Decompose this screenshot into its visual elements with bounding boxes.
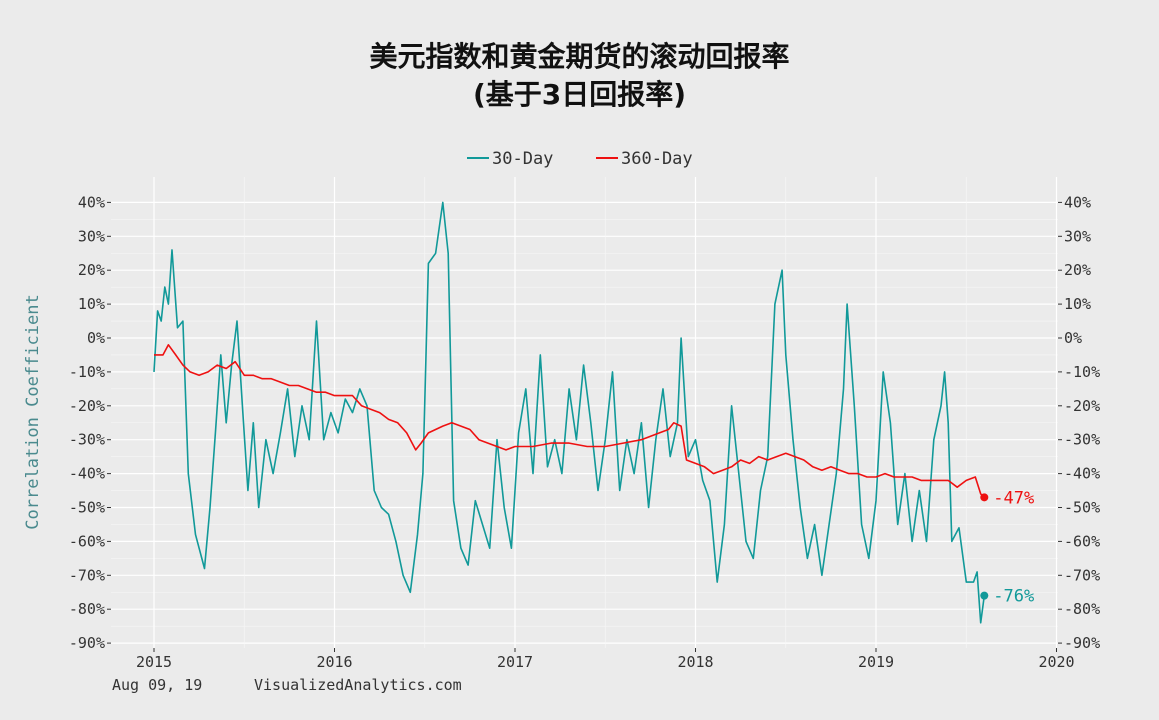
- axis-layer: 40% 40% 30% 30% 20% 20% 10% 10% 0% 0% -10% -10% -20%…: [69, 193, 1100, 671]
- footer-date: Aug 09, 19: [112, 676, 203, 694]
- x-tick-label: 2015: [136, 653, 172, 671]
- legend-label-360-day: 360-Day: [621, 149, 693, 169]
- y-tick-label-left: -20%: [69, 397, 105, 415]
- y-tick-label-right: -80%: [1064, 600, 1100, 618]
- y-tick-label-right: 0%: [1064, 329, 1082, 347]
- y-tick-label-left: -90%: [69, 634, 105, 652]
- chart-title-line-1: 美元指数和黄金期货的滚动回报率: [369, 40, 790, 73]
- y-tick-label-right: 30%: [1064, 227, 1091, 245]
- y-tick-label-left: -40%: [69, 465, 105, 483]
- y-tick-label-right: -30%: [1064, 431, 1100, 449]
- series-endpoint-360-day: [980, 493, 989, 502]
- y-tick-label-right: -40%: [1064, 465, 1100, 483]
- chart-title-line-2: (基于3日回报率): [472, 78, 687, 111]
- legend: 30-Day 360-Day: [467, 149, 693, 169]
- y-tick-label-right: -10%: [1064, 363, 1100, 381]
- y-tick-label-left: -60%: [69, 532, 105, 550]
- series-line-30-day: [153, 201, 986, 624]
- series-end-label-360-day: -47%: [993, 488, 1034, 508]
- y-tick-label-left: -70%: [69, 566, 105, 584]
- y-tick-label-left: 0%: [87, 329, 105, 347]
- series-layer: -76% -47%: [153, 201, 1034, 624]
- y-tick-label-right: 20%: [1064, 261, 1091, 279]
- y-tick-label-left: 20%: [78, 261, 105, 279]
- series-end-label-30-day: -76%: [993, 587, 1034, 607]
- y-tick-label-left: -80%: [69, 600, 105, 618]
- plot-background: [111, 177, 1058, 648]
- y-tick-label-left: -50%: [69, 499, 105, 517]
- x-tick-label: 2016: [316, 653, 352, 671]
- y-tick-label-right: -20%: [1064, 397, 1100, 415]
- footer-site: VisualizedAnalytics.com: [254, 676, 462, 694]
- x-tick-label: 2018: [677, 653, 713, 671]
- y-tick-label-left: -10%: [69, 363, 105, 381]
- series-endpoint-30-day: [980, 591, 989, 600]
- grid-layer: [111, 177, 1058, 648]
- y-tick-label-right: 40%: [1064, 193, 1091, 211]
- y-tick-label-left: -30%: [69, 431, 105, 449]
- y-tick-label-right: 10%: [1064, 295, 1091, 313]
- y-tick-label-left: 10%: [78, 295, 105, 313]
- y-tick-label-right: -90%: [1064, 634, 1100, 652]
- y-tick-label-right: -70%: [1064, 566, 1100, 584]
- x-tick-label: 2017: [497, 653, 533, 671]
- y-axis-label: Correlation Coefficient: [23, 294, 43, 529]
- x-tick-label: 2020: [1038, 653, 1074, 671]
- y-tick-label-left: 30%: [78, 227, 105, 245]
- y-tick-label-right: -60%: [1064, 532, 1100, 550]
- legend-label-30-day: 30-Day: [492, 149, 553, 169]
- chart-title: 美元指数和黄金期货的滚动回报率 (基于3日回报率): [0, 38, 1159, 114]
- y-tick-label-right: -50%: [1064, 499, 1100, 517]
- y-tick-label-left: 40%: [78, 193, 105, 211]
- x-tick-label: 2019: [858, 653, 894, 671]
- series-line-360-day: [154, 344, 985, 498]
